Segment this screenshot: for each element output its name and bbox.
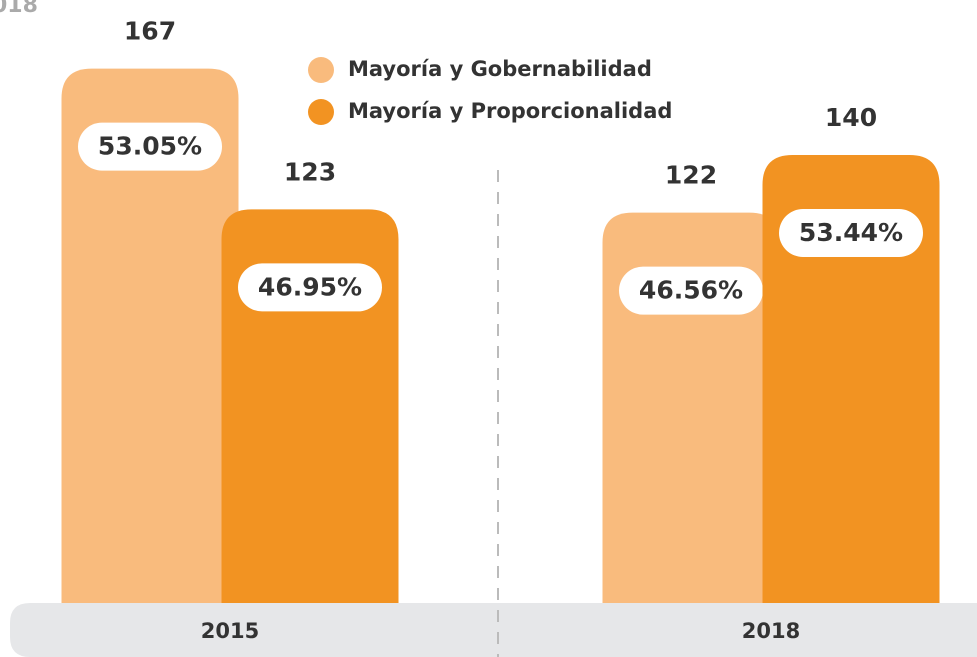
bar bbox=[61, 68, 239, 604]
x-tick-label: 2015 bbox=[201, 619, 259, 643]
legend-swatch bbox=[308, 57, 334, 83]
share-label: 46.56% bbox=[639, 276, 743, 305]
bar bbox=[762, 155, 940, 603]
share-label: 53.05% bbox=[98, 132, 202, 161]
share-label: 53.44% bbox=[799, 218, 903, 247]
x-tick-label: 2018 bbox=[742, 619, 800, 643]
legend-swatch bbox=[308, 99, 334, 125]
value-label: 140 bbox=[825, 103, 877, 132]
share-label: 46.95% bbox=[258, 272, 362, 301]
share-pill bbox=[619, 266, 763, 315]
legend-label: Mayoría y Gobernabilidad bbox=[348, 57, 652, 81]
base-band bbox=[10, 603, 977, 657]
value-label: 122 bbox=[665, 161, 717, 190]
share-pill bbox=[238, 263, 382, 312]
chart-title: 018 bbox=[0, 0, 38, 18]
legend-label: Mayoría y Proporcionalidad bbox=[348, 99, 672, 123]
share-pill bbox=[78, 122, 222, 171]
share-pill bbox=[779, 209, 923, 257]
value-label: 123 bbox=[284, 157, 336, 186]
value-label: 167 bbox=[124, 17, 176, 46]
